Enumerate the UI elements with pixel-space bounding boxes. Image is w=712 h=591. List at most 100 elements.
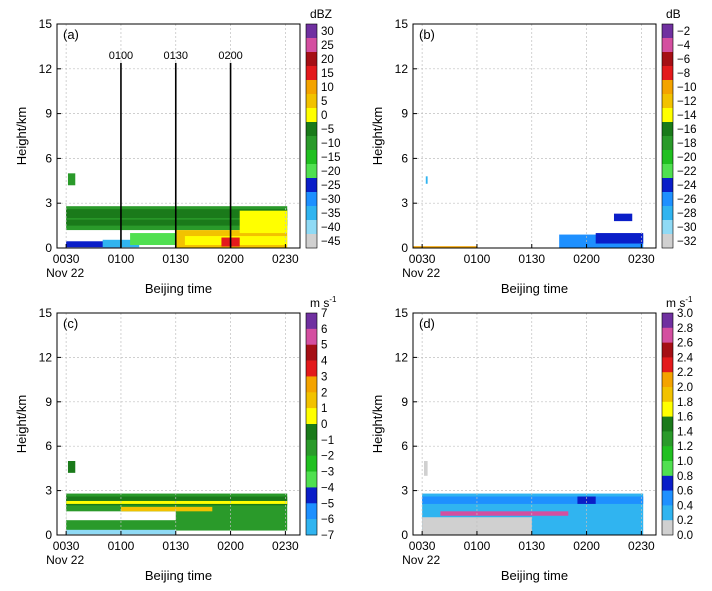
colorbar-swatch xyxy=(306,52,317,67)
colorbar-swatch xyxy=(662,38,673,53)
colorbar-label: 0.4 xyxy=(677,500,694,512)
colorbar-swatch xyxy=(662,80,673,95)
y-tick-label: 12 xyxy=(39,62,53,76)
colorbar-label: 1.8 xyxy=(677,397,693,409)
colorbar-label: −26 xyxy=(677,194,697,206)
annotation-label: 0130 xyxy=(164,50,188,62)
colorbar-swatch xyxy=(306,471,317,488)
data-cell xyxy=(66,500,288,504)
y-tick-label: 15 xyxy=(395,306,409,320)
x-tick-label: 0030 xyxy=(409,539,436,553)
colorbar-swatch xyxy=(662,431,673,447)
y-tick-label: 3 xyxy=(45,196,52,210)
colorbar-swatch xyxy=(662,475,673,491)
y-axis-label: Height/km xyxy=(370,395,385,454)
colorbar-label: −10 xyxy=(321,138,341,150)
colorbar-label: 2.8 xyxy=(677,323,693,335)
colorbar-swatch xyxy=(306,519,317,536)
colorbar-frame xyxy=(305,312,318,536)
data-cell xyxy=(595,233,644,244)
colorbar-swatch xyxy=(662,150,673,165)
colorbar-unit: dBZ xyxy=(310,7,332,21)
data-cell xyxy=(413,246,477,248)
colorbar: 30 25 20 15 10 5 0 −5 −10 −15 −20 −25 −30 −35 −40 −45 dB… xyxy=(305,7,341,249)
colorbar-label: 15 xyxy=(321,68,334,80)
colorbar-swatch xyxy=(306,164,317,179)
colorbar-swatch xyxy=(662,66,673,81)
colorbar-swatch xyxy=(306,424,317,441)
colorbar-label: −35 xyxy=(321,208,341,220)
colorbar-swatch xyxy=(306,220,317,235)
y-tick-label: 12 xyxy=(395,350,409,364)
annotation-label: 0100 xyxy=(109,50,133,62)
colorbar-swatch xyxy=(662,357,673,373)
colorbar-label: −18 xyxy=(677,138,697,150)
colorbar-label: −20 xyxy=(677,152,697,164)
x-tick-label: 0130 xyxy=(518,539,545,553)
data-field xyxy=(413,176,644,248)
panel-label: (a) xyxy=(63,27,79,42)
colorbar-label: −24 xyxy=(677,180,697,192)
colorbar-label: −16 xyxy=(677,124,697,136)
data-cell xyxy=(422,496,644,504)
data-cell xyxy=(66,219,288,226)
colorbar-label: 1 xyxy=(321,403,327,415)
colorbar-swatch xyxy=(662,178,673,193)
panel-label: (b) xyxy=(419,27,435,42)
x-tick-label: 0130 xyxy=(162,252,189,266)
colorbar-swatch xyxy=(306,439,317,457)
colorbar-swatch xyxy=(306,392,317,409)
data-cell xyxy=(120,506,213,512)
colorbar-swatch xyxy=(306,136,317,151)
colorbar-swatch xyxy=(662,220,673,235)
colorbar-label: −30 xyxy=(321,194,341,206)
colorbar-swatch xyxy=(306,344,317,361)
y-tick-label: 3 xyxy=(45,484,52,498)
colorbar-label: −15 xyxy=(321,152,341,164)
colorbar-label: 0 xyxy=(321,110,327,122)
colorbar-swatch xyxy=(662,461,673,477)
colorbar-label: 0.6 xyxy=(677,486,693,498)
colorbar-label: 4 xyxy=(321,356,328,368)
colorbar-label: −6 xyxy=(321,514,334,526)
colorbar-swatch xyxy=(306,122,317,137)
x-axis-label: Beijing time xyxy=(145,568,212,583)
x-tick-label: 0030 xyxy=(409,252,436,266)
x-tick-label: 0230 xyxy=(272,252,299,266)
colorbar-label: 1.6 xyxy=(677,412,693,424)
colorbar-swatch xyxy=(662,387,673,403)
colorbar-swatch xyxy=(306,328,317,346)
colorbar-label: −5 xyxy=(321,124,334,136)
y-tick-label: 15 xyxy=(39,17,53,31)
colorbar-label: 1.2 xyxy=(677,441,693,453)
x-tick-label: 0130 xyxy=(518,252,545,266)
colorbar-swatch xyxy=(662,108,673,123)
colorbar-label: −1 xyxy=(321,435,334,447)
x-tick-label: 0130 xyxy=(162,539,189,553)
y-axis-label: Height/km xyxy=(370,107,385,166)
x-axis-label: Beijing time xyxy=(501,281,568,296)
colorbar-label: −7 xyxy=(321,530,334,542)
colorbar-label: −22 xyxy=(677,166,697,178)
colorbar-swatch xyxy=(306,94,317,109)
data-cell xyxy=(66,241,121,248)
x-tick-label: 0200 xyxy=(573,539,600,553)
data-field xyxy=(66,173,288,248)
y-tick-label: 9 xyxy=(45,395,52,409)
colorbar-swatch xyxy=(662,52,673,67)
colorbar-swatch xyxy=(306,38,317,53)
colorbar-swatch xyxy=(306,360,317,377)
colorbar: −2 −4 −6 −8 −10 −12 −14 −16 −18 −20 −22 −24 −26 −28 −3… xyxy=(661,7,697,249)
y-tick-label: 15 xyxy=(395,17,409,31)
colorbar-label: −12 xyxy=(677,96,697,108)
colorbar-swatch xyxy=(306,108,317,123)
x-tick-label: 0100 xyxy=(108,252,135,266)
x-tick-label: 0030 xyxy=(53,252,80,266)
colorbar-swatch xyxy=(306,455,317,472)
colorbar-label: −6 xyxy=(677,54,690,66)
colorbar-swatch xyxy=(662,122,673,137)
colorbar-swatch xyxy=(662,313,673,329)
colorbar-label: 2.4 xyxy=(677,352,694,364)
